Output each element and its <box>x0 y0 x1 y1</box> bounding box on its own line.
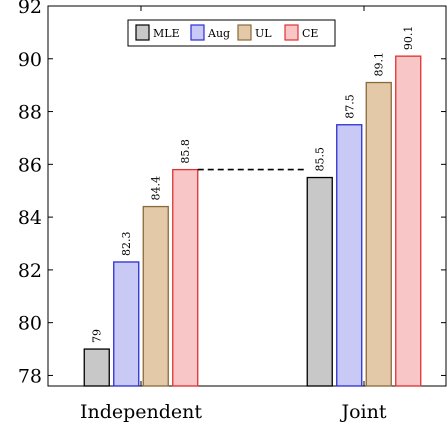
y-tick-label: 88 <box>18 102 42 124</box>
data-label: 79 <box>91 329 104 343</box>
bar-ul-independent <box>142 205 169 387</box>
data-label: 85.8 <box>179 139 192 164</box>
data-label: 82.3 <box>120 231 133 256</box>
bars <box>83 55 422 387</box>
data-label: 90.1 <box>402 26 415 51</box>
legend-swatch-ul <box>237 24 252 41</box>
plot-frame <box>47 5 447 387</box>
y-ticks: 78 80 82 84 86 88 90 92 <box>18 0 446 387</box>
bar-mle-joint <box>306 176 333 387</box>
bar-aug-joint <box>336 124 363 387</box>
y-tick-label: 78 <box>18 365 42 387</box>
data-label: 87.5 <box>343 94 356 119</box>
bar-ce-independent <box>172 168 199 387</box>
y-tick-label: 86 <box>18 154 42 176</box>
y-tick-label: 84 <box>18 207 42 229</box>
y-tick-label: 90 <box>18 49 42 71</box>
y-tick-label: 80 <box>18 313 42 335</box>
legend-box <box>127 19 336 47</box>
category-label: Independent <box>80 401 202 423</box>
category-label: Joint <box>339 401 386 423</box>
legend-label-ce: CE <box>302 27 318 40</box>
legend: MLE Aug UL CE <box>127 19 336 47</box>
category-labels: Independent Joint <box>80 401 387 423</box>
legend-label-ul: UL <box>255 27 272 40</box>
data-label: 84.4 <box>150 176 163 201</box>
legend-swatch-aug <box>190 24 205 41</box>
data-labels: 79 82.3 84.4 85.8 85.5 87.5 89.1 90.1 <box>91 26 416 343</box>
data-label: 89.1 <box>373 52 386 77</box>
bar-ce-joint <box>395 55 422 387</box>
legend-swatch-mle <box>135 24 150 41</box>
legend-swatch-ce <box>284 24 299 41</box>
legend-label-mle: MLE <box>153 27 180 40</box>
y-tick-label: 92 <box>18 0 42 18</box>
bar-ul-joint <box>365 81 392 387</box>
chart-axes <box>47 5 447 387</box>
bar-mle-independent <box>83 348 110 387</box>
legend-label-aug: Aug <box>207 27 230 40</box>
data-label: 85.5 <box>314 147 327 172</box>
bar-aug-independent <box>113 261 140 387</box>
y-tick-label: 82 <box>18 260 42 282</box>
